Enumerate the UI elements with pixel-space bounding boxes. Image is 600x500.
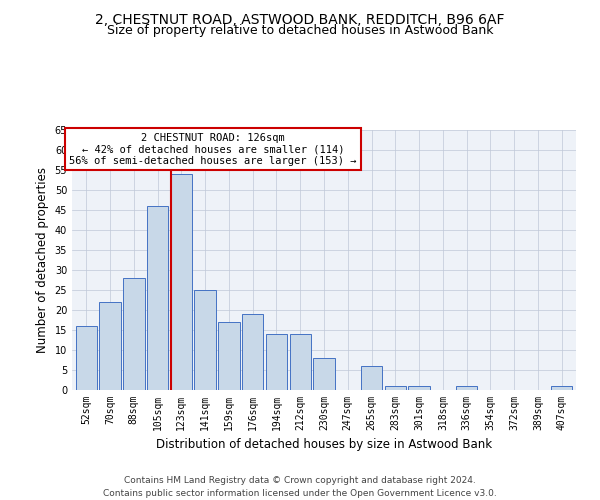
Bar [100,302,121,390]
Y-axis label: Number of detached properties: Number of detached properties [36,167,49,353]
Bar [409,386,430,390]
Bar [266,334,287,390]
Text: Size of property relative to detached houses in Astwood Bank: Size of property relative to detached ho… [107,24,493,37]
Bar [313,358,335,390]
Bar [551,386,572,390]
Bar [76,326,97,390]
Bar [456,386,478,390]
Bar [361,366,382,390]
Bar [385,386,406,390]
Bar [123,278,145,390]
Bar [218,322,239,390]
Bar [242,314,263,390]
Text: Contains HM Land Registry data © Crown copyright and database right 2024.
Contai: Contains HM Land Registry data © Crown c… [103,476,497,498]
Bar [290,334,311,390]
Bar [147,206,168,390]
Text: 2, CHESTNUT ROAD, ASTWOOD BANK, REDDITCH, B96 6AF: 2, CHESTNUT ROAD, ASTWOOD BANK, REDDITCH… [95,12,505,26]
Bar [194,290,216,390]
Bar [170,174,192,390]
X-axis label: Distribution of detached houses by size in Astwood Bank: Distribution of detached houses by size … [156,438,492,452]
Text: 2 CHESTNUT ROAD: 126sqm
← 42% of detached houses are smaller (114)
56% of semi-d: 2 CHESTNUT ROAD: 126sqm ← 42% of detache… [70,132,357,166]
